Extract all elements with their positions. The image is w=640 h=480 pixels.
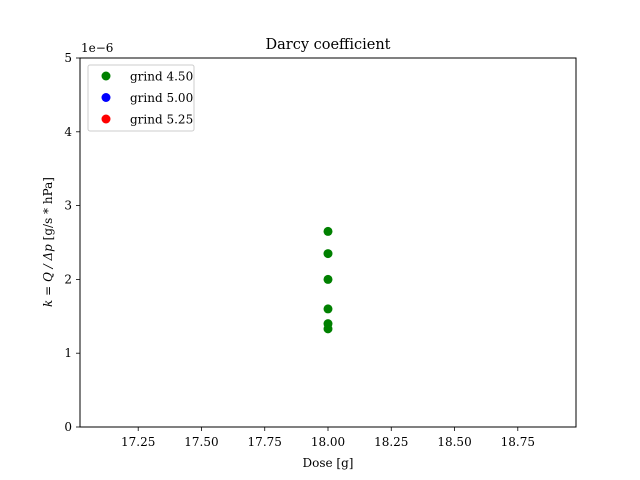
y-tick-label: 2 bbox=[64, 272, 72, 286]
y-axis-label: k = Q / Δp [g/s * hPa] bbox=[41, 177, 55, 307]
y-axis-label-unit: [g/s * hPa] bbox=[41, 177, 55, 244]
y-axis-offset-label: 1e−6 bbox=[81, 41, 113, 55]
x-axis-ticks: 17.25 17.50 17.75 18.00 18.25 18.50 18.75 bbox=[121, 427, 535, 449]
data-points bbox=[323, 226, 333, 334]
legend-marker bbox=[101, 71, 111, 81]
y-tick-label: 0 bbox=[64, 420, 72, 434]
y-tick-label: 1 bbox=[64, 346, 72, 360]
data-point bbox=[323, 274, 333, 284]
legend-marker bbox=[101, 114, 111, 124]
legend-box bbox=[87, 64, 195, 132]
legend-marker bbox=[101, 93, 111, 102]
x-tick-label: 18.75 bbox=[501, 435, 535, 449]
data-point bbox=[323, 226, 333, 236]
y-axis-ticks: 0 1 2 3 4 5 bbox=[64, 51, 80, 434]
y-tick-label: 4 bbox=[64, 125, 72, 139]
data-point bbox=[323, 324, 333, 334]
x-tick-label: 18.50 bbox=[437, 435, 471, 449]
legend-label: grind 5.00 bbox=[130, 91, 193, 105]
x-tick-label: 17.25 bbox=[121, 435, 155, 449]
legend-label: grind 4.50 bbox=[130, 70, 193, 84]
data-point bbox=[323, 304, 333, 314]
plot-area-frame bbox=[79, 57, 577, 428]
x-tick-label: 18.25 bbox=[374, 435, 408, 449]
data-point bbox=[323, 249, 333, 259]
x-tick-label: 18.00 bbox=[311, 435, 345, 449]
y-tick-label: 5 bbox=[64, 51, 72, 65]
y-axis-label-math: k = Q / Δp bbox=[41, 244, 55, 307]
y-tick-label: 3 bbox=[64, 199, 72, 213]
chart-title: Darcy coefficient bbox=[266, 37, 391, 53]
x-axis-label: Dose [g] bbox=[303, 456, 354, 470]
legend: grind 4.50 grind 5.00 grind 5.25 bbox=[87, 64, 195, 132]
x-tick-label: 17.75 bbox=[248, 435, 282, 449]
legend-label: grind 5.25 bbox=[130, 113, 193, 127]
x-tick-label: 17.50 bbox=[184, 435, 218, 449]
